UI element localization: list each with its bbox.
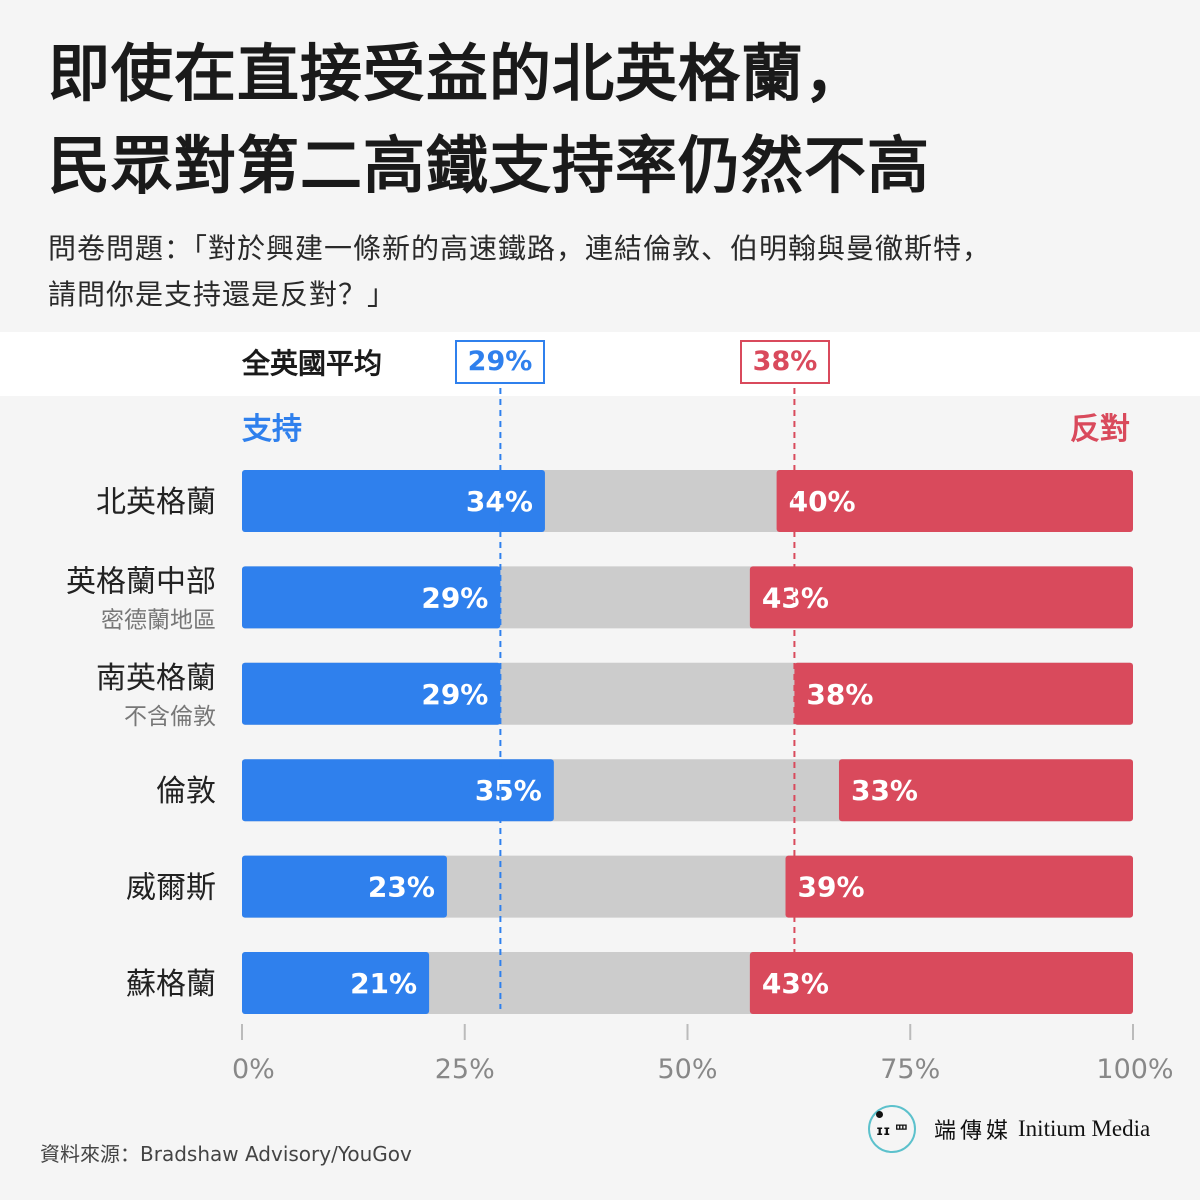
bar-support	[242, 470, 545, 532]
support-value-label: 23%	[368, 871, 435, 904]
category-label: 蘇格蘭	[126, 967, 216, 1002]
brand-name-en: Initium Media	[1018, 1116, 1151, 1141]
oppose-value-label: 43%	[762, 967, 829, 1000]
brand-name-cn: 端傳媒	[934, 1119, 1013, 1144]
support-value-label: 29%	[421, 581, 488, 614]
bar-oppose	[785, 855, 1133, 918]
oppose-header: 反對	[1070, 412, 1130, 447]
bar-support	[242, 952, 430, 1014]
bar-support	[242, 566, 501, 629]
bar-oppose	[749, 566, 1133, 629]
bar-support	[242, 855, 447, 918]
support-value-label: 29%	[421, 678, 488, 711]
oppose-value-label: 40%	[789, 485, 856, 518]
bar-oppose	[838, 759, 1133, 822]
title-line-1: 即使在直接受益的北英格蘭，	[48, 37, 868, 110]
x-tick-label: 75%	[880, 1054, 940, 1085]
national-average-band	[0, 332, 1200, 396]
survey-question: 問卷問題：「對於興建一條新的高速鐵路，連結倫敦、伯明翰與曼徹斯特， 請問你是支持…	[48, 226, 1168, 318]
bar-support	[242, 759, 554, 822]
oppose-value-label: 33%	[851, 774, 918, 807]
oppose-value-label: 38%	[806, 678, 873, 711]
brand: ɪɪ 罒 端傳媒 Initium Media	[868, 1104, 1150, 1154]
category-label: 北英格蘭	[96, 485, 216, 520]
source-note: 資料來源：Bradshaw Advisory/YouGov	[40, 1142, 412, 1166]
question-line-1: 問卷問題：「對於興建一條新的高速鐵路，連結倫敦、伯明翰與曼徹斯特，	[48, 232, 992, 265]
x-tick-label: 0%	[232, 1054, 275, 1085]
category-label: 威爾斯	[126, 871, 216, 906]
x-tick-label: 50%	[657, 1054, 717, 1085]
bar-oppose	[794, 662, 1133, 725]
national-average-support-box: 29%	[455, 340, 545, 384]
support-header: 支持	[242, 412, 302, 447]
category-label: 南英格蘭	[96, 661, 216, 696]
national-average-label: 全英國平均	[242, 347, 383, 380]
category-label: 英格蘭中部	[66, 564, 216, 599]
national-average-oppose-box: 38%	[740, 340, 830, 384]
bar-oppose	[749, 952, 1133, 1014]
chart-title: 即使在直接受益的北英格蘭， 民眾對第二高鐵支持率仍然不高	[48, 28, 1168, 212]
x-tick-label: 25%	[435, 1054, 495, 1085]
bar-oppose	[776, 470, 1133, 532]
category-sublabel: 密德蘭地區	[101, 607, 216, 633]
category-label: 倫敦	[156, 774, 216, 809]
x-tick-label: 100%	[1096, 1054, 1173, 1085]
support-value-label: 35%	[475, 774, 542, 807]
support-value-label: 21%	[350, 967, 417, 1000]
oppose-value-label: 39%	[798, 871, 865, 904]
title-line-2: 民眾對第二高鐵支持率仍然不高	[48, 129, 931, 202]
initium-logo-icon: ɪɪ 罒	[868, 1105, 916, 1153]
category-sublabel: 不含倫敦	[124, 704, 216, 730]
question-line-2: 請問你是支持還是反對？」	[48, 278, 397, 311]
bar-support	[242, 662, 501, 725]
